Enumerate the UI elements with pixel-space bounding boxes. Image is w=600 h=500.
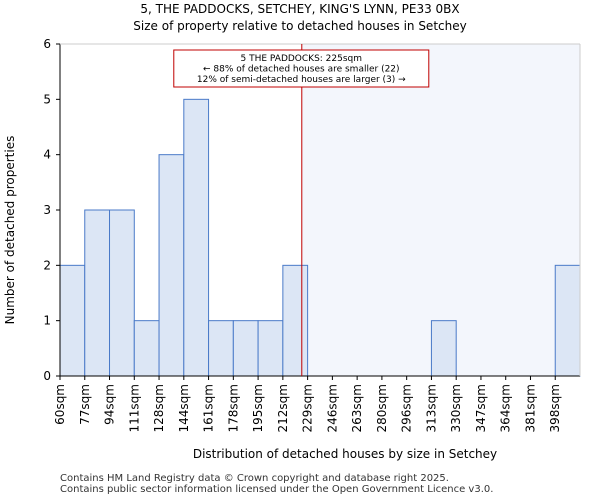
- bar-111sqm: [133, 320, 160, 377]
- annotation-line-1: 5 THE PADDOCKS: 225sqm: [241, 54, 363, 64]
- x-tick-label: 364sqm: [499, 384, 513, 432]
- footer-line-2: Contains public sector information licen…: [60, 484, 494, 495]
- chart-title: 5, THE PADDOCKS, SETCHEY, KING'S LYNN, P…: [140, 2, 460, 16]
- x-tick-label: 178sqm: [226, 384, 240, 432]
- x-tick-label: 263sqm: [350, 384, 364, 432]
- x-tick-label: 60sqm: [53, 384, 67, 425]
- annotation-line-3: 12% of semi-detached houses are larger (…: [197, 75, 406, 85]
- x-axis-label: Distribution of detached houses by size …: [193, 447, 497, 461]
- annotation-line-2: ← 88% of detached houses are smaller (22…: [203, 65, 400, 75]
- x-tick-label: 212sqm: [276, 384, 290, 432]
- annotation-box: [173, 49, 430, 88]
- y-tick-label: 4: [43, 148, 51, 162]
- chart-subtitle: Size of property relative to detached ho…: [133, 19, 467, 33]
- x-tick-label: 229sqm: [301, 384, 315, 432]
- x-tick-label: 195sqm: [251, 384, 265, 432]
- y-tick-label: 2: [43, 258, 51, 272]
- x-tick-label: 381sqm: [523, 384, 537, 432]
- x-tick-label: 161sqm: [202, 384, 216, 432]
- x-tick-label: 313sqm: [424, 384, 438, 432]
- bar-94sqm: [109, 209, 135, 377]
- x-tick-label: 94sqm: [103, 384, 117, 425]
- bar-398sqm: [554, 264, 581, 377]
- bar-178sqm: [232, 320, 259, 377]
- x-tick-label: 144sqm: [177, 384, 191, 432]
- x-tick-label: 280sqm: [375, 384, 389, 432]
- x-tick-label: 128sqm: [152, 384, 166, 432]
- y-tick-label: 5: [43, 92, 51, 106]
- x-tick-label: 77sqm: [78, 384, 92, 425]
- bar-313sqm: [430, 320, 457, 377]
- footer-line-1: Contains HM Land Registry data © Crown c…: [60, 473, 449, 484]
- y-tick-label: 1: [43, 314, 51, 328]
- x-tick-label: 111sqm: [127, 384, 141, 432]
- bar-60sqm: [59, 264, 86, 377]
- bar-128sqm: [158, 154, 185, 377]
- y-tick-label: 3: [43, 203, 51, 217]
- x-tick-label: 398sqm: [548, 384, 562, 432]
- y-tick-label: 6: [43, 37, 51, 51]
- bar-161sqm: [208, 320, 234, 377]
- bar-77sqm: [84, 209, 111, 377]
- x-tick-label: 246sqm: [325, 384, 339, 432]
- x-tick-label: 347sqm: [474, 384, 488, 432]
- y-tick-label: 0: [43, 369, 51, 383]
- bar-212sqm: [282, 264, 309, 377]
- x-tick-label: 330sqm: [449, 384, 463, 432]
- bar-144sqm: [183, 98, 210, 377]
- x-tick-label: 296sqm: [400, 384, 414, 432]
- y-axis-label: Number of detached properties: [3, 136, 17, 325]
- bar-195sqm: [257, 320, 284, 377]
